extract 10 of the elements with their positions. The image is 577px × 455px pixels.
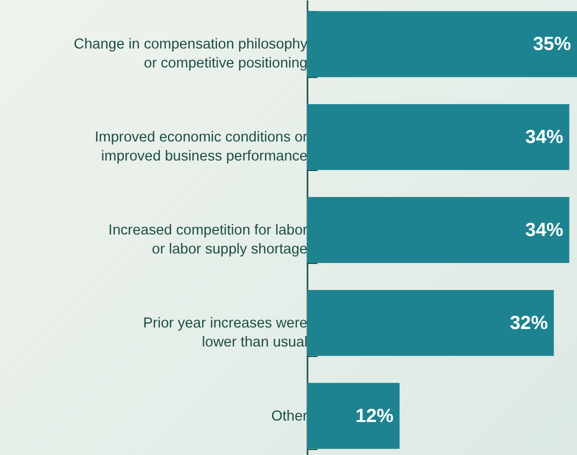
data-label: 35%	[532, 34, 572, 56]
data-label: 34%	[525, 127, 564, 148]
data-label: 32%	[510, 312, 548, 334]
y-tick-label: Increased competition for labor or labor supply shortage	[108, 222, 308, 258]
data-label: 12%	[356, 406, 394, 427]
y-tick-label: Prior year increases were lower than usual	[143, 315, 308, 350]
y-tick-label: Change in compensation philosophy or competitive positioning	[74, 36, 308, 72]
y-tick-label: Other	[271, 408, 308, 424]
y-tick-label: Improved economic conditions or improved business performance	[94, 130, 308, 165]
data-label: 34%	[525, 220, 564, 241]
